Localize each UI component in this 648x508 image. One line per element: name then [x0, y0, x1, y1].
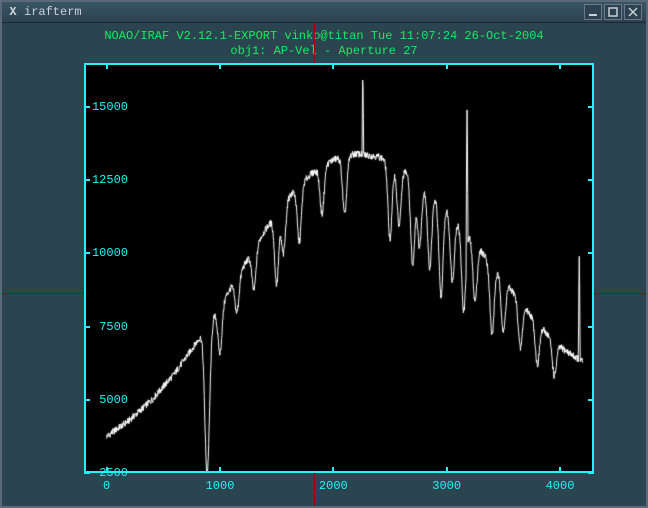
- y-tick: [588, 252, 594, 254]
- y-tick: [84, 399, 90, 401]
- y-tick: [588, 326, 594, 328]
- x-axis-label: 2000: [319, 479, 348, 493]
- y-axis-label: 15000: [68, 100, 128, 114]
- x-axis-label: 1000: [206, 479, 235, 493]
- x-tick: [219, 467, 221, 473]
- x-axis-label: 4000: [546, 479, 575, 493]
- x-axis-label: 0: [103, 479, 110, 493]
- close-button[interactable]: [624, 4, 642, 20]
- x-tick: [559, 467, 561, 473]
- y-tick: [84, 472, 90, 474]
- x-tick: [106, 63, 108, 69]
- x-tick: [219, 63, 221, 69]
- window-buttons: [584, 4, 642, 20]
- plot-frame: [84, 63, 594, 473]
- x-tick: [332, 63, 334, 69]
- y-axis-label: 12500: [68, 173, 128, 187]
- window-title: irafterm: [24, 5, 584, 19]
- y-tick: [588, 472, 594, 474]
- titlebar[interactable]: X irafterm: [2, 2, 646, 23]
- x-tick: [332, 467, 334, 473]
- x-tick: [559, 63, 561, 69]
- y-tick: [588, 179, 594, 181]
- x11-app-icon: X: [6, 5, 20, 19]
- header-line-1: NOAO/IRAF V2.12.1-EXPORT vinko@titan Tue…: [2, 29, 646, 44]
- y-tick: [84, 179, 90, 181]
- y-axis-label: 7500: [68, 320, 128, 334]
- y-tick: [588, 106, 594, 108]
- y-tick: [84, 326, 90, 328]
- y-axis-label: 10000: [68, 246, 128, 260]
- maximize-button[interactable]: [604, 4, 622, 20]
- x-tick: [106, 467, 108, 473]
- y-axis-label: 2500: [68, 466, 128, 480]
- plot-area[interactable]: [84, 63, 594, 473]
- x-tick: [446, 63, 448, 69]
- client-area: NOAO/IRAF V2.12.1-EXPORT vinko@titan Tue…: [2, 23, 646, 506]
- y-tick: [588, 399, 594, 401]
- window-frame: X irafterm NOAO/IRAF V2.12.1-EXPORT vink…: [0, 0, 648, 508]
- x-axis-label: 3000: [432, 479, 461, 493]
- y-tick: [84, 252, 90, 254]
- minimize-button[interactable]: [584, 4, 602, 20]
- y-tick: [84, 106, 90, 108]
- header-line-2: obj1: AP-Vel - Aperture 27: [2, 44, 646, 59]
- x-tick: [446, 467, 448, 473]
- y-axis-label: 5000: [68, 393, 128, 407]
